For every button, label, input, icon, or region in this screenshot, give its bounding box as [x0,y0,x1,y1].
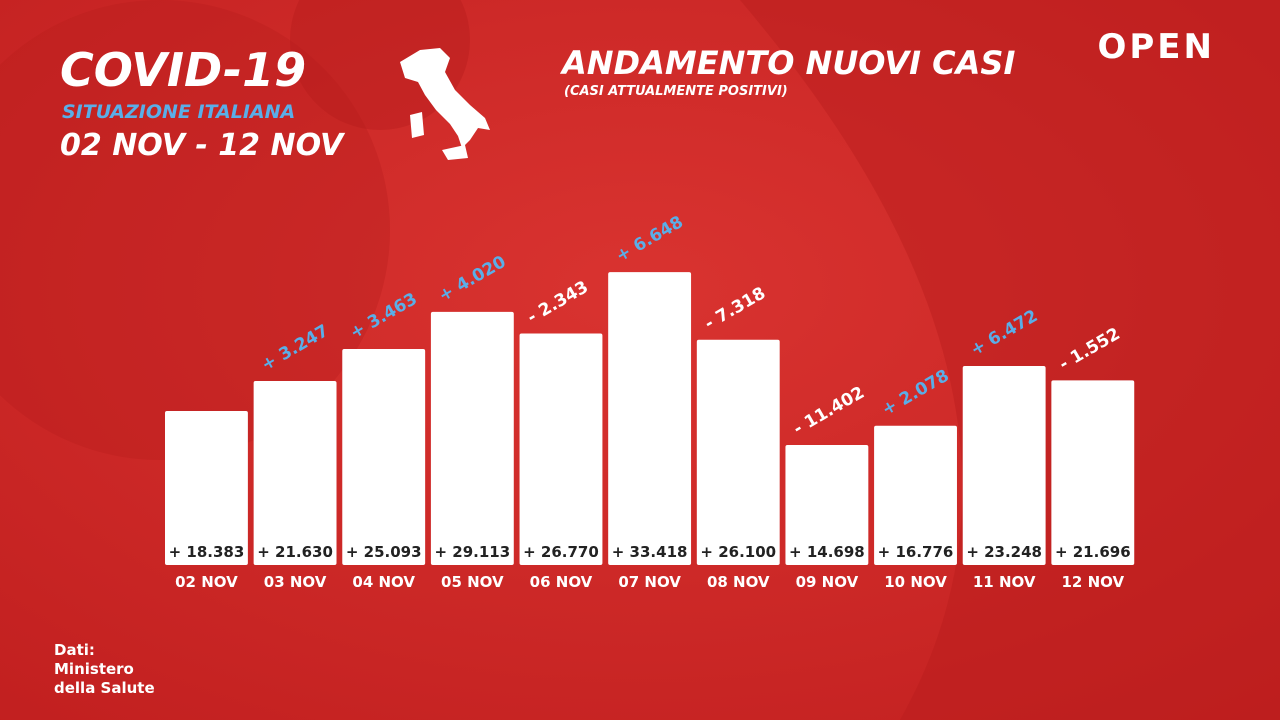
chart-title: ANDAMENTO NUOVI CASI [559,44,1015,82]
bar [785,444,869,565]
value-label: + 14.698 [789,543,865,561]
x-tick-label: 02 NOV [175,573,238,591]
period: 02 NOV - 12 NOV [60,128,346,163]
x-tick-label: 12 NOV [1061,573,1124,591]
x-tick-label: 11 NOV [973,573,1036,591]
source: Ministero [54,660,134,678]
brand-logo: OPEN [1097,27,1215,67]
bar [165,410,248,565]
title: COVID-19 [60,43,306,97]
bar [253,380,337,565]
subtitle: SITUAZIONE ITALIANA [62,101,295,123]
bar [342,349,426,565]
value-label: + 25.093 [346,543,422,561]
bar [696,339,780,565]
x-tick-label: 10 NOV [884,573,947,591]
value-label: + 33.418 [612,543,688,561]
source: Dati: [54,641,95,659]
x-tick-label: 04 NOV [352,573,415,591]
bar [874,425,957,565]
value-label: + 23.248 [966,543,1042,561]
source: della Salute [54,679,155,697]
bar [608,272,692,565]
x-tick-label: 07 NOV [618,573,681,591]
value-label: + 21.630 [257,543,333,561]
bg-blob [0,0,390,460]
chart-subtitle: (CASI ATTUALMENTE POSITIVI) [564,84,788,99]
bar [962,366,1046,565]
bar [519,333,603,565]
italy-map [400,48,490,160]
x-tick-label: 06 NOV [530,573,593,591]
value-label: + 26.770 [523,543,599,561]
x-tick-label: 09 NOV [796,573,859,591]
bg-shape [740,0,1280,720]
value-label: + 21.696 [1055,543,1131,561]
value-label: + 26.100 [700,543,776,561]
bg-blob [290,0,470,130]
bar [1051,380,1135,565]
bar [430,311,514,565]
value-label: + 18.383 [169,543,245,561]
x-tick-label: 05 NOV [441,573,504,591]
x-tick-label: 08 NOV [707,573,770,591]
x-tick-label: 03 NOV [264,573,327,591]
value-label: + 16.776 [878,543,954,561]
value-label: + 29.113 [435,543,511,561]
